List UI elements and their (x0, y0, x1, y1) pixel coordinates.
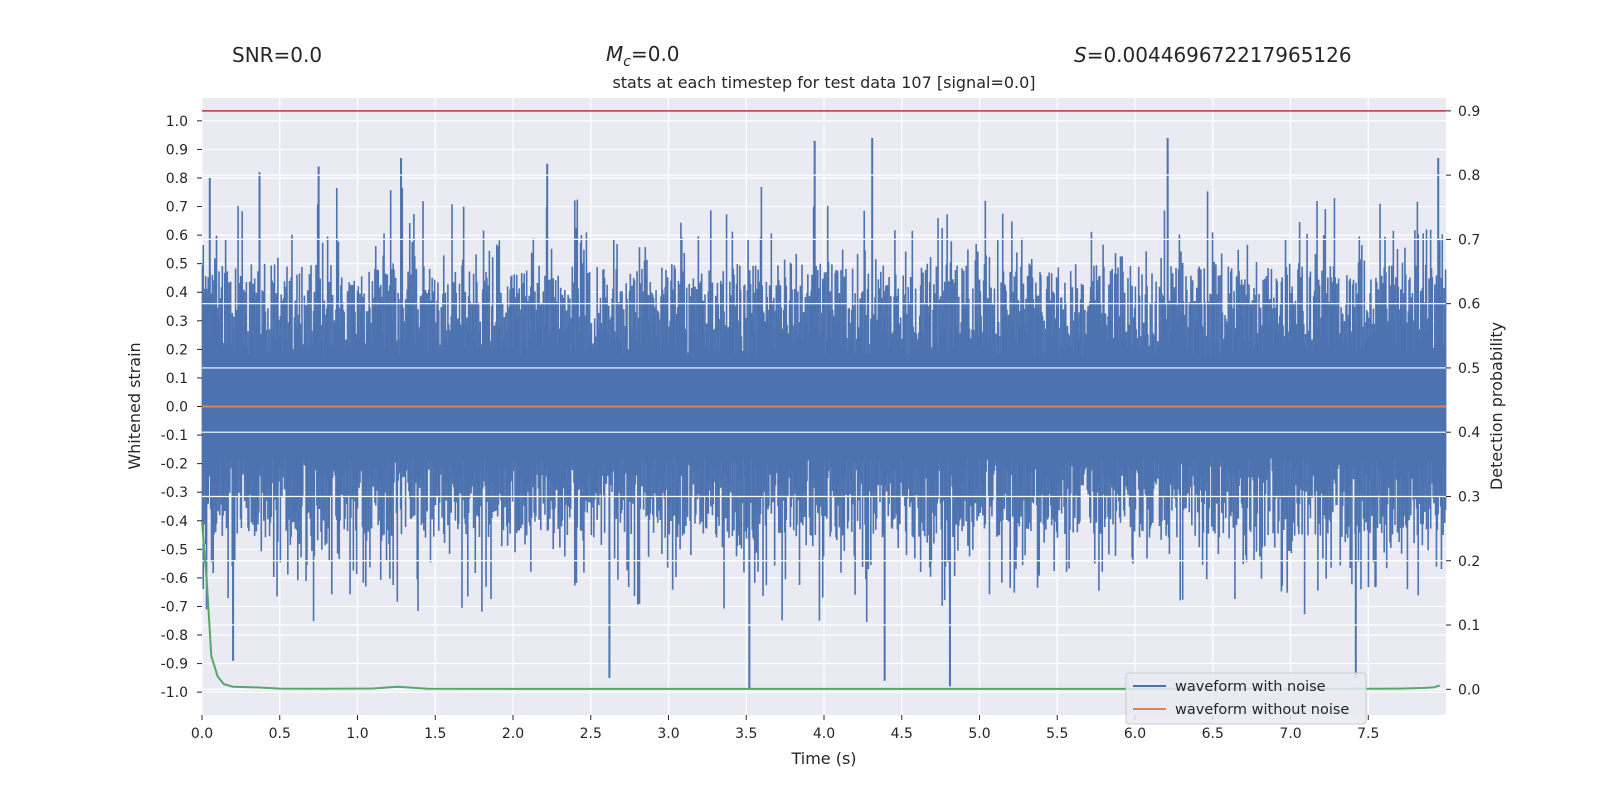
x-tick-label: 3.0 (657, 726, 679, 742)
x-tick-label: 3.5 (735, 726, 757, 742)
x-tick-label: 4.5 (891, 726, 913, 742)
x-tick-label: 7.0 (1279, 726, 1301, 742)
x-tick-label: 1.0 (346, 726, 368, 742)
right-y-tick-label: 0.5 (1458, 361, 1480, 377)
left-y-tick-label: -1.0 (161, 685, 188, 701)
left-y-tick-label: 0.5 (166, 257, 188, 273)
right-y-axis-ticks: 0.9 0.8 0.7 0.6 0.5 0.4 0.3 0.2 0.1 0.0 (1446, 104, 1480, 698)
left-y-tick-label: 0.7 (166, 200, 188, 216)
right-axis-gridlines (202, 110, 1446, 690)
x-tick-label: 5.0 (968, 726, 990, 742)
right-y-tick-label: 0.7 (1458, 232, 1480, 248)
legend: waveform with noise waveform without noi… (1125, 672, 1367, 725)
left-y-tick-label: -0.5 (161, 542, 188, 558)
left-y-tick-label: -0.4 (161, 514, 188, 530)
right-y-tick-label: 0.2 (1458, 554, 1480, 570)
left-y-axis-ticks: 1.0 0.9 0.8 0.7 0.6 0.5 0.4 0.3 0.2 0.1 0.0 -0.1 -0.… (161, 114, 202, 701)
x-tick-label: 6.0 (1124, 726, 1146, 742)
x-tick-label: 4.0 (813, 726, 835, 742)
left-y-axis-label: Whitened strain (125, 342, 144, 469)
left-y-tick-label: 0.4 (166, 285, 188, 301)
x-tick-label: 2.5 (580, 726, 602, 742)
right-y-axis-label: Detection probability (1487, 322, 1506, 490)
left-y-tick-label: -0.8 (161, 628, 188, 644)
x-axis-label: Time (s) (790, 749, 856, 768)
right-y-tick-label: 0.9 (1458, 104, 1480, 120)
left-y-tick-label: -0.6 (161, 571, 188, 587)
legend-box (1125, 672, 1367, 725)
right-y-tick-label: 0.3 (1458, 489, 1480, 505)
x-axis-ticks: 0.0 0.5 1.0 1.5 2.0 2.5 3.0 3.5 4.0 4.5 5.0 5.5 6.0 6… (191, 715, 1379, 742)
left-y-tick-label: 0.2 (166, 342, 188, 358)
left-y-tick-label: 0.0 (166, 400, 188, 416)
left-y-tick-label: 1.0 (166, 114, 188, 130)
x-tick-label: 2.0 (502, 726, 524, 742)
right-y-tick-label: 0.4 (1458, 425, 1480, 441)
chirp-mass-label: Mc=0.0 (606, 42, 680, 70)
left-y-tick-label: -0.3 (161, 485, 188, 501)
left-y-tick-label: 0.6 (166, 228, 188, 244)
left-y-tick-label: 0.8 (166, 171, 188, 187)
right-y-tick-label: 0.6 (1458, 297, 1480, 313)
left-y-tick-label: -0.7 (161, 599, 188, 615)
left-y-tick-label: -0.9 (161, 657, 188, 673)
snr-label: SNR=0.0 (232, 43, 322, 67)
right-y-tick-label: 0.8 (1458, 168, 1480, 184)
x-tick-label: 0.0 (191, 726, 213, 742)
legend-label-noisy: waveform with noise (1175, 679, 1326, 695)
left-y-tick-label: 0.3 (166, 314, 188, 330)
right-y-tick-label: 0.1 (1458, 618, 1480, 634)
chart-title: stats at each timestep for test data 107… (612, 73, 1035, 92)
left-y-tick-label: -0.1 (161, 428, 188, 444)
left-y-tick-label: 0.9 (166, 142, 188, 158)
x-tick-label: 6.5 (1202, 726, 1224, 742)
s-statistic-label: S=0.004469672217965126 (1074, 43, 1352, 67)
x-tick-label: 1.5 (424, 726, 446, 742)
x-tick-label: 0.5 (269, 726, 291, 742)
right-y-tick-label: 0.0 (1458, 682, 1480, 698)
legend-label-clean: waveform without noise (1175, 702, 1349, 718)
left-y-tick-label: -0.2 (161, 457, 188, 473)
x-tick-label: 5.5 (1046, 726, 1068, 742)
detection-probability-series (201, 522, 1441, 690)
left-y-tick-label: 0.1 (166, 371, 188, 387)
x-tick-label: 7.5 (1357, 726, 1379, 742)
